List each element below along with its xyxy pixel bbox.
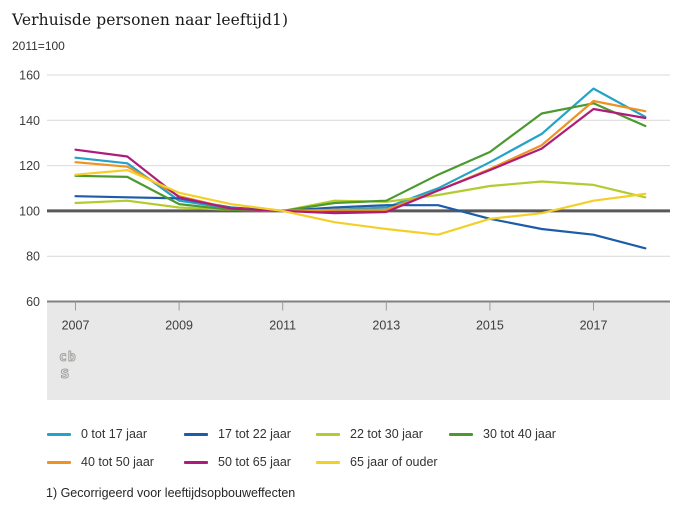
y-tick-label: 140 xyxy=(19,114,40,128)
series-group xyxy=(74,87,647,250)
legend-swatch xyxy=(449,432,473,436)
legend-item: 50 tot 65 jaar xyxy=(184,455,316,469)
series-line-0-tot-17-jaar xyxy=(74,87,647,212)
series-line-30-tot-40-jaar xyxy=(74,102,647,212)
legend-label: 0 tot 17 jaar xyxy=(81,427,148,441)
x-tick-label: 2017 xyxy=(580,319,608,333)
series-line-65-jaar-of-ouder xyxy=(74,168,647,236)
legend-item: 40 tot 50 jaar xyxy=(47,455,184,469)
x-tick-label: 2015 xyxy=(476,319,504,333)
footnote: 1) Gecorrigeerd voor leeftijdsopbouweffe… xyxy=(46,486,296,500)
legend-swatch xyxy=(316,460,340,464)
chart-title: Verhuisde personen naar leeftijd1) xyxy=(12,11,289,29)
legend-label: 65 jaar of ouder xyxy=(350,455,438,469)
legend-swatch xyxy=(184,432,208,436)
y-tick-label: 80 xyxy=(26,250,40,264)
legend-item: 22 tot 30 jaar xyxy=(316,427,449,441)
x-tick-label: 2013 xyxy=(372,319,400,333)
x-tick-label: 2009 xyxy=(165,319,193,333)
x-tick-label: 2007 xyxy=(62,319,90,333)
axis-group: 60 80 100 120 140 160 2007 2009 2011 2013 2015 2017 xyxy=(19,69,670,333)
legend-swatch xyxy=(316,432,340,436)
cbs-logo: cb s xyxy=(59,350,77,383)
legend-label: 40 tot 50 jaar xyxy=(81,455,154,469)
legend-item: 30 tot 40 jaar xyxy=(449,427,684,441)
legend-label: 17 tot 22 jaar xyxy=(218,427,291,441)
legend-item: 0 tot 17 jaar xyxy=(47,427,184,441)
y-tick-label: 60 xyxy=(26,295,40,309)
chart-subtitle: 2011=100 xyxy=(12,39,65,53)
series-line-17-tot-22-jaar xyxy=(74,195,647,250)
legend-label: 30 tot 40 jaar xyxy=(483,427,556,441)
legend-swatch xyxy=(184,460,208,464)
axis-band xyxy=(47,301,670,400)
legend-label: 50 tot 65 jaar xyxy=(218,455,291,469)
y-tick-label: 160 xyxy=(19,69,40,83)
legend-item: 65 jaar of ouder xyxy=(316,455,449,469)
line-chart: 60 80 100 120 140 160 2007 2009 2011 2013 2015 2017… xyxy=(19,69,670,400)
gridline-group xyxy=(47,74,670,257)
cbs-logo-cb: cb xyxy=(59,350,77,365)
legend: 0 tot 17 jaar 17 tot 22 jaar 22 tot 30 jaa… xyxy=(47,427,684,469)
cbs-logo-s: s xyxy=(60,363,70,382)
series-line-50-tot-65-jaar xyxy=(74,107,647,215)
legend-item: 17 tot 22 jaar xyxy=(184,427,316,441)
y-tick-label: 120 xyxy=(19,159,40,173)
legend-swatch xyxy=(47,460,71,464)
chart-band-group xyxy=(47,301,670,400)
y-tick-label: 100 xyxy=(19,204,40,218)
legend-label: 22 tot 30 jaar xyxy=(350,427,423,441)
legend-swatch xyxy=(47,432,71,436)
x-tick-label: 2011 xyxy=(269,319,296,333)
